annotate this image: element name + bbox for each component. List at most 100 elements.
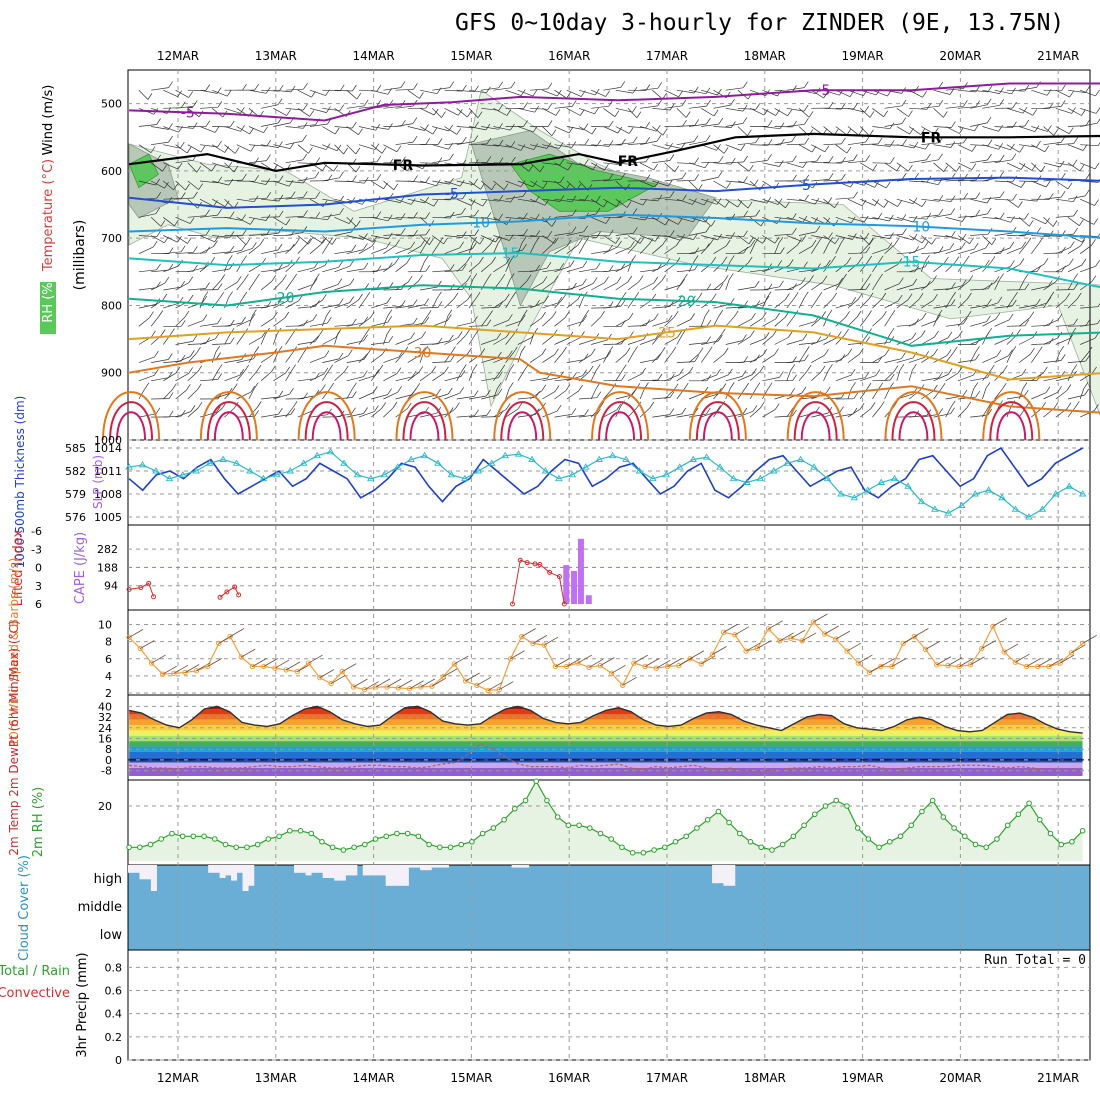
upper-wind-barb-flag (462, 364, 467, 371)
upper-wind-barb (823, 315, 829, 327)
upper-wind-barb (1031, 180, 1047, 188)
upper-wind-barb-flag (901, 214, 907, 221)
upper-wind-barb (517, 144, 534, 150)
upper-wind-barb (591, 282, 605, 291)
upper-wind-barb (1006, 352, 1013, 363)
slp-point (702, 453, 711, 460)
upper-wind-barb (309, 373, 325, 382)
lifted-index-tick-label: 0 (35, 562, 42, 575)
upper-wind-barb (957, 281, 970, 291)
rh-point (758, 844, 765, 851)
upper-wind-barb-flag (963, 192, 968, 200)
surface-wind-barb (555, 658, 570, 667)
upper-wind-barb (737, 198, 749, 209)
high-cloud-gap (231, 865, 238, 881)
high-cloud-gap (712, 865, 719, 884)
rh-point (415, 833, 422, 840)
rh-point (683, 833, 690, 840)
upper-wind-barb-flag (471, 199, 476, 206)
upper-wind-barb-flag (186, 384, 191, 391)
upper-wind-barb-flag (975, 353, 980, 361)
upper-wind-barb-flag (503, 183, 509, 190)
upper-wind-barb (811, 144, 826, 153)
wind-speed-point (967, 662, 974, 668)
upper-wind-barb-flag (834, 237, 840, 244)
upper-wind-barb (627, 338, 644, 345)
upper-wind-barb (945, 323, 964, 327)
upper-wind-barb (933, 108, 944, 118)
upper-wind-barb-flag (621, 374, 626, 381)
upper-wind-barb (750, 198, 767, 204)
upper-wind-barb-flag (850, 369, 856, 376)
slp-point (1078, 490, 1087, 497)
upper-wind-barb-flag (168, 410, 174, 418)
slp-point (219, 455, 227, 462)
upper-wind-barb (835, 317, 846, 327)
upper-wind-barb-flag (825, 386, 831, 394)
upper-wind-barb-flag (160, 329, 166, 336)
upper-wind-barb (529, 180, 544, 189)
upper-wind-barb (749, 217, 762, 227)
upper-wind-barb (346, 388, 353, 400)
upper-wind-barb-flag (319, 329, 324, 336)
upper-wind-barb (1067, 107, 1082, 116)
upper-wind-barb-flag (448, 124, 453, 132)
wind-speed-point (350, 684, 357, 690)
upper-wind-barb (334, 144, 344, 155)
upper-wind-barb-flag (216, 352, 221, 359)
upper-wind-barb-flag (805, 346, 810, 353)
upper-wind-barb (652, 244, 663, 254)
upper-wind-barb-flag (329, 382, 334, 390)
surface-wind-barb (229, 628, 245, 637)
upper-wind-barb-flag (423, 345, 428, 353)
cape-tick-label: 94 (104, 580, 118, 593)
upper-wind-barb (737, 107, 756, 110)
upper-wind-barb-flag (933, 294, 938, 301)
upper-wind-barb-flag (277, 243, 283, 251)
upper-wind-barb (212, 144, 225, 153)
upper-wind-barb (1006, 144, 1020, 153)
upper-wind-barb-flag (743, 210, 748, 218)
upper-wind-barb-flag (278, 408, 283, 415)
upper-wind-barb-flag (966, 401, 972, 408)
slp-point (487, 459, 496, 466)
upper-wind-barb-flag (245, 238, 251, 245)
upper-wind-barb (578, 315, 586, 327)
high-cloud-gap (379, 865, 386, 876)
rh-point (897, 833, 904, 840)
upper-wind-barb (1067, 298, 1078, 309)
upper-wind-barb-flag (219, 292, 224, 299)
upper-wind-barb (468, 89, 487, 94)
upper-wind-barb-flag (1010, 216, 1015, 223)
upper-wind-barb-flag (229, 337, 235, 344)
cloud-level-label: middle (78, 900, 122, 915)
upper-wind-barb-flag (271, 275, 277, 282)
upper-wind-barb (676, 179, 695, 182)
upper-wind-barb (407, 180, 426, 183)
upper-wind-barb (297, 352, 305, 363)
upper-wind-barb (309, 89, 326, 96)
surface-isotherm-lobe (213, 411, 244, 441)
upper-wind-barb (566, 359, 585, 363)
upper-wind-barb-flag (211, 164, 216, 172)
upper-wind-barb-flag (376, 85, 382, 92)
upper-wind-barb (982, 89, 1000, 94)
upper-wind-barb-flag (726, 182, 731, 189)
upper-wind-barb-flag (282, 274, 287, 281)
upper-wind-barb (591, 250, 609, 255)
upper-wind-barb (847, 377, 866, 382)
upper-wind-barb (517, 235, 536, 237)
upper-wind-barb (285, 352, 293, 363)
upper-wind-barb (1079, 245, 1092, 254)
upper-wind-barb-flag (551, 129, 557, 136)
upper-wind-barb-flag (535, 195, 540, 203)
upper-wind-barb-flag (413, 212, 418, 219)
upper-wind-barb (138, 317, 150, 327)
upper-wind-barb (1006, 247, 1023, 255)
upper-wind-barb (529, 317, 542, 327)
upper-wind-barb-flag (677, 330, 682, 338)
upper-wind-barb (774, 216, 793, 220)
upper-wind-barb-flag (458, 109, 463, 116)
upper-wind-barb (1055, 289, 1074, 291)
upper-wind-barb (371, 89, 388, 95)
